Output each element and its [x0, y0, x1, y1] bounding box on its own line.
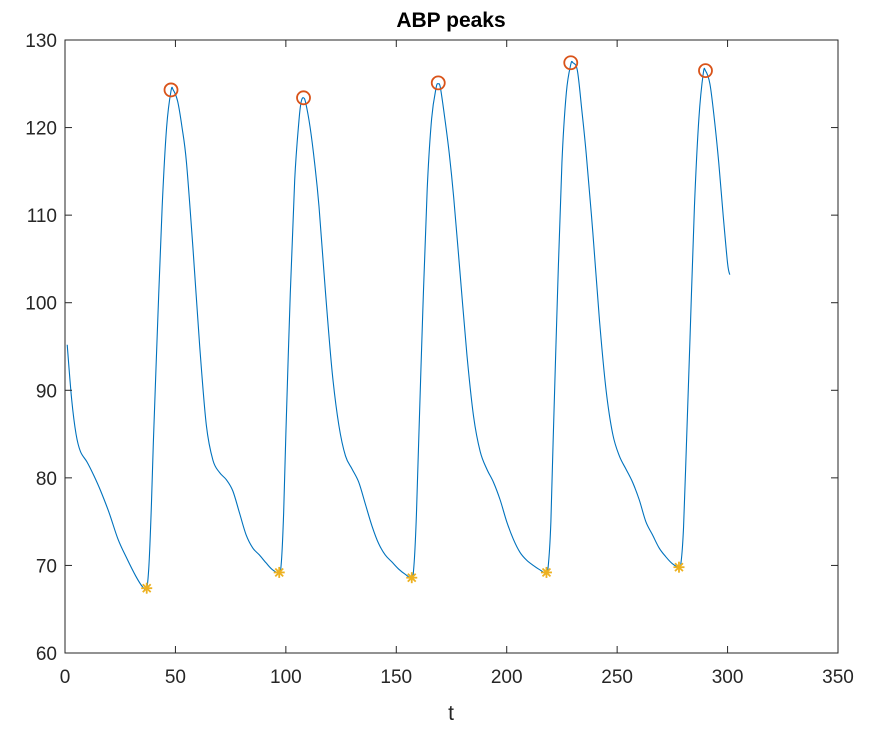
x-tick-label: 0	[60, 667, 71, 688]
x-tick-label: 150	[380, 667, 412, 688]
y-tick-label: 90	[36, 381, 57, 402]
trough-marker	[406, 572, 418, 584]
axes-box	[64, 39, 839, 654]
peak-marker	[430, 75, 446, 91]
y-tick-label: 80	[36, 469, 57, 490]
y-tick-label: 70	[36, 556, 57, 577]
trough-marker	[540, 566, 552, 578]
abp-signal-line	[66, 60, 731, 591]
x-tick-label: 50	[165, 667, 186, 688]
x-tick-label: 350	[822, 667, 854, 688]
series-layer	[66, 55, 731, 594]
y-tick-label: 110	[27, 206, 57, 227]
x-tick-label: 300	[712, 667, 744, 688]
peak-marker	[698, 63, 713, 79]
peak-marker	[163, 82, 179, 98]
x-tick-label: 100	[270, 667, 302, 688]
peak-marker	[296, 90, 311, 106]
trough-marker	[673, 561, 685, 573]
y-tick-label: 120	[25, 119, 57, 140]
chart-title: ABP peaks	[396, 9, 505, 32]
peak-marker	[563, 55, 579, 71]
y-tick-label: 130	[25, 31, 57, 52]
y-tick-label: 60	[36, 644, 57, 665]
ticks-layer: 0 50 100 150 200 250 300 350 60 70 80 90 100 110 120 13…	[25, 31, 854, 688]
x-tick-label: 250	[601, 667, 633, 688]
trough-marker	[141, 582, 153, 594]
plot-area	[65, 40, 838, 653]
trough-marker	[273, 566, 285, 578]
y-tick-label: 100	[25, 294, 57, 315]
x-tick-label: 200	[491, 667, 523, 688]
x-axis-label: t	[448, 702, 454, 725]
